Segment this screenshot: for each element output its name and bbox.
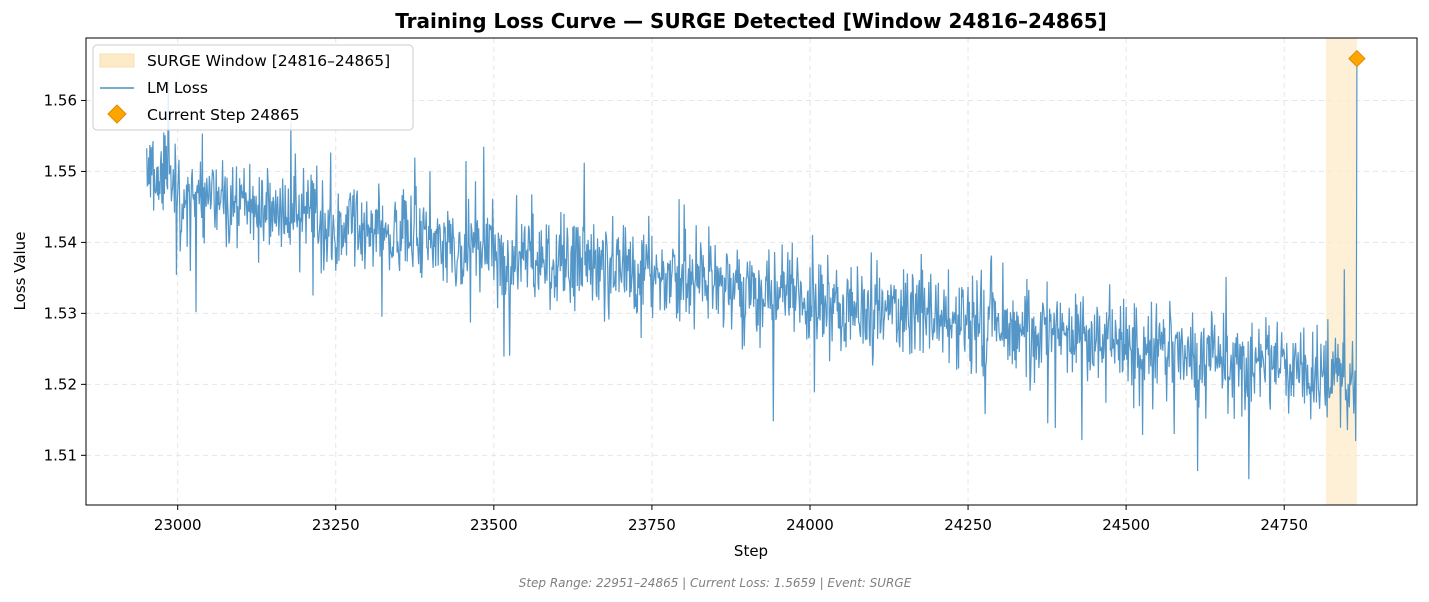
chart-title: Training Loss Curve — SURGE Detected [Wi… <box>395 9 1107 33</box>
surge-window-band <box>1325 38 1357 505</box>
y-tick-label: 1.52 <box>44 375 77 393</box>
legend-box <box>92 44 414 131</box>
marker-layer <box>1348 49 1366 68</box>
footer-note: Step Range: 22951–24865 | Current Loss: … <box>519 576 912 590</box>
legend-label-lm-loss: LM Loss <box>147 79 208 97</box>
x-tick-label: 23000 <box>154 516 202 534</box>
legend-label-surge-window: SURGE Window [24816–24865] <box>147 52 390 70</box>
y-axis-label: Loss Value <box>11 232 29 311</box>
surge-window-layer <box>1325 38 1357 505</box>
legend-label-current-step: Current Step 24865 <box>147 106 300 124</box>
legend: SURGE Window [24816–24865] LM Loss Curre… <box>92 44 414 131</box>
y-tick-label: 1.56 <box>44 91 77 109</box>
y-tick-label: 1.55 <box>44 162 77 180</box>
y-tick-label: 1.51 <box>44 446 77 464</box>
legend-swatch-current-step <box>107 104 127 124</box>
x-tick-label: 24750 <box>1260 516 1308 534</box>
x-tick-label: 24250 <box>944 516 992 534</box>
x-axis: 23000 23250 23500 23750 24000 24250 24500 24750 <box>154 505 1308 534</box>
plot-frame <box>85 37 1418 506</box>
series-line-lm-loss <box>146 58 1358 480</box>
y-tick-label: 1.54 <box>44 233 77 251</box>
legend-swatch-surge-window <box>99 53 135 68</box>
x-tick-label: 24500 <box>1102 516 1150 534</box>
x-tick-label: 23250 <box>312 516 360 534</box>
x-axis-label: Step <box>734 542 768 560</box>
y-axis: 1.51 1.52 1.53 1.54 1.55 1.56 <box>44 91 86 464</box>
current-step-marker <box>1348 49 1366 68</box>
y-tick-label: 1.53 <box>44 304 77 322</box>
x-tick-label: 23500 <box>470 516 518 534</box>
x-tick-label: 23750 <box>628 516 676 534</box>
series-layer <box>146 58 1358 480</box>
x-tick-label: 24000 <box>786 516 834 534</box>
